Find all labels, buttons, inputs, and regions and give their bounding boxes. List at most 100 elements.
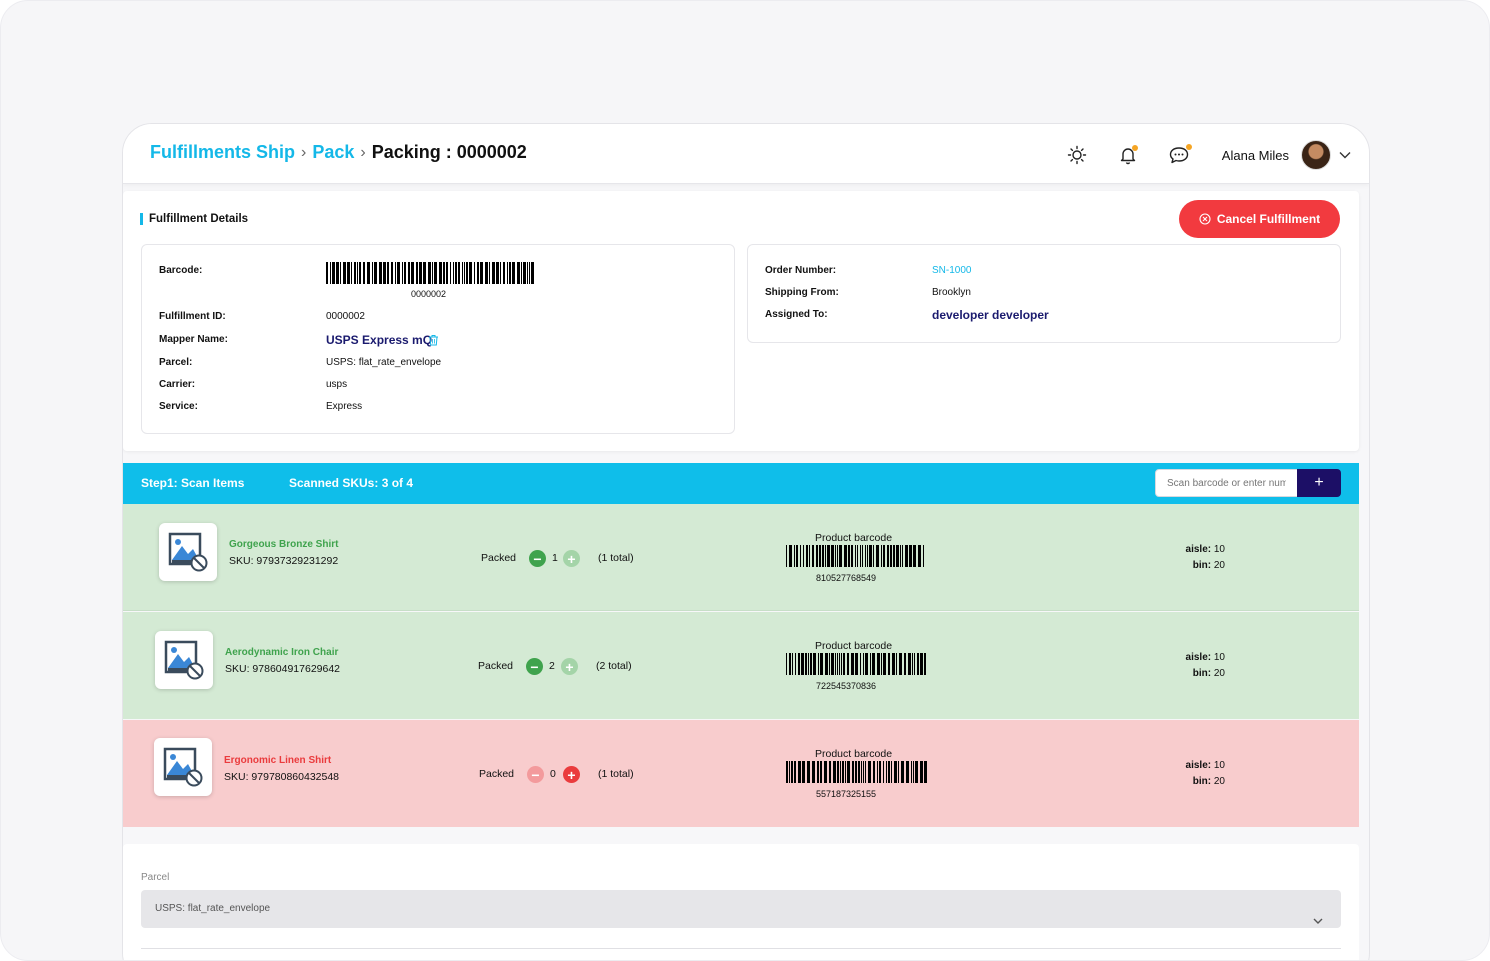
parcel-select[interactable]: USPS: flat_rate_envelope bbox=[141, 890, 1341, 928]
message-dot bbox=[1185, 144, 1192, 150]
aisle-label: aisle: bbox=[1185, 544, 1212, 555]
increase-qty-button[interactable]: + bbox=[561, 658, 578, 675]
packed-label: Packed bbox=[481, 552, 517, 564]
top-header: Fulfillments Ship › Pack › Packing : 000… bbox=[123, 124, 1369, 184]
scan-items-bar: Step1: Scan Items Scanned SKUs: 3 of 4 + bbox=[123, 463, 1359, 504]
product-sku: SKU: 97937329231292 bbox=[229, 555, 339, 567]
assigned-to-value[interactable]: developer developer bbox=[932, 308, 1049, 322]
parcel-select-label: Parcel bbox=[141, 872, 170, 883]
scan-barcode-input[interactable] bbox=[1155, 469, 1298, 497]
parcel-selected-value: USPS: flat_rate_envelope bbox=[155, 903, 271, 914]
product-barcode-number: 557187325155 bbox=[816, 789, 877, 799]
aisle-value: 10 bbox=[1213, 544, 1225, 555]
order-info-box: Order Number: SN-1000 Shipping From: Bro… bbox=[747, 244, 1341, 343]
bell-icon[interactable] bbox=[1111, 138, 1145, 172]
product-barcode bbox=[786, 653, 926, 675]
chevron-down-icon[interactable] bbox=[1339, 146, 1351, 164]
product-barcode bbox=[786, 545, 924, 567]
carrier-value: usps bbox=[326, 379, 348, 390]
product-barcode-label: Product barcode bbox=[815, 532, 893, 544]
chevron-down-icon bbox=[1313, 904, 1323, 942]
aisle-label: aisle: bbox=[1185, 652, 1212, 663]
avatar[interactable] bbox=[1301, 140, 1331, 170]
assigned-to-label: Assigned To: bbox=[765, 309, 828, 320]
product-name[interactable]: Gorgeous Bronze Shirt bbox=[229, 539, 339, 550]
packed-label: Packed bbox=[479, 768, 515, 780]
decrease-qty-button[interactable]: − bbox=[526, 658, 543, 675]
mapper-name-label: Mapper Name: bbox=[159, 334, 228, 345]
product-barcode-number: 722545370836 bbox=[816, 681, 877, 691]
fulfillment-id-label: Fulfillment ID: bbox=[159, 311, 226, 322]
packed-qty: 1 bbox=[552, 552, 558, 564]
step-title: Step1: Scan Items bbox=[141, 476, 245, 490]
item-row: Gorgeous Bronze Shirt SKU: 9793732923129… bbox=[123, 504, 1359, 611]
increase-qty-button[interactable]: + bbox=[563, 550, 580, 567]
scanned-sku-count: Scanned SKUs: 3 of 4 bbox=[289, 476, 414, 490]
increase-qty-button[interactable]: + bbox=[563, 766, 580, 783]
parcel-card: Parcel USPS: flat_rate_envelope bbox=[123, 844, 1359, 960]
bin-label: bin: bbox=[1192, 560, 1212, 571]
barcode-number: 0000002 bbox=[411, 289, 447, 299]
parcel-label: Parcel: bbox=[159, 357, 193, 368]
location-info: aisle: 10 bin: 20 bbox=[1163, 650, 1225, 682]
section-title: Fulfillment Details bbox=[140, 213, 248, 225]
aisle-value: 10 bbox=[1213, 652, 1225, 663]
breadcrumb-separator: › bbox=[360, 143, 366, 161]
add-scan-button[interactable]: + bbox=[1297, 469, 1341, 497]
order-number-label: Order Number: bbox=[765, 265, 837, 276]
page-title: Packing : 0000002 bbox=[371, 142, 527, 162]
browser-frame: Fulfillments Ship › Pack › Packing : 000… bbox=[122, 123, 1370, 960]
total-qty: (1 total) bbox=[598, 768, 634, 780]
item-row: Ergonomic Linen Shirt SKU: 9797808604325… bbox=[123, 720, 1359, 827]
carrier-label: Carrier: bbox=[159, 379, 196, 390]
location-info: aisle: 10 bin: 20 bbox=[1163, 758, 1225, 790]
fulfillment-barcode bbox=[326, 262, 534, 284]
shipping-from-label: Shipping From: bbox=[765, 287, 839, 298]
product-sku: SKU: 979780860432548 bbox=[224, 771, 340, 783]
packed-qty: 0 bbox=[550, 768, 556, 780]
image-unavailable-icon bbox=[155, 631, 213, 689]
row-divider bbox=[123, 610, 1359, 611]
trash-icon[interactable] bbox=[428, 333, 439, 351]
decrease-qty-button[interactable]: − bbox=[529, 550, 546, 567]
fulfillment-id-value: 0000002 bbox=[326, 311, 365, 322]
image-unavailable-icon bbox=[159, 523, 217, 581]
bin-value: 20 bbox=[1213, 668, 1225, 679]
packed-label: Packed bbox=[478, 660, 514, 672]
barcode-label: Barcode: bbox=[159, 265, 203, 276]
shipping-from-value: Brooklyn bbox=[932, 287, 971, 298]
total-qty: (2 total) bbox=[596, 660, 632, 672]
notification-dot bbox=[1131, 145, 1138, 151]
bin-value: 20 bbox=[1213, 560, 1225, 571]
breadcrumb-fulfillments-ship[interactable]: Fulfillments Ship bbox=[150, 142, 296, 162]
product-barcode-number: 810527768549 bbox=[816, 573, 877, 583]
product-barcode bbox=[786, 761, 927, 783]
breadcrumb-separator: › bbox=[301, 143, 307, 161]
aisle-label: aisle: bbox=[1185, 760, 1212, 771]
order-number-link[interactable]: SN-1000 bbox=[932, 265, 972, 276]
bin-label: bin: bbox=[1192, 668, 1212, 679]
product-sku: SKU: 978604917629642 bbox=[225, 663, 341, 675]
cancel-circle-icon bbox=[1199, 213, 1211, 225]
bin-value: 20 bbox=[1213, 776, 1225, 787]
breadcrumb-pack[interactable]: Pack bbox=[312, 142, 355, 162]
product-name[interactable]: Aerodynamic Iron Chair bbox=[225, 647, 339, 658]
item-row: Aerodynamic Iron Chair SKU: 978604917629… bbox=[123, 612, 1359, 719]
user-name[interactable]: Alana Miles bbox=[1221, 147, 1289, 163]
product-barcode-label: Product barcode bbox=[815, 748, 893, 760]
cancel-fulfillment-button[interactable]: Cancel Fulfillment bbox=[1179, 200, 1340, 238]
total-qty: (1 total) bbox=[598, 552, 634, 564]
header-actions: Alana Miles bbox=[1043, 138, 1351, 172]
packed-qty: 2 bbox=[549, 660, 555, 672]
location-info: aisle: 10 bin: 20 bbox=[1163, 542, 1225, 574]
fulfillment-details-card: Fulfillment Details Cancel Fulfillment B… bbox=[123, 191, 1359, 451]
decrease-qty-button[interactable]: − bbox=[527, 766, 544, 783]
service-value: Express bbox=[326, 401, 363, 412]
product-name[interactable]: Ergonomic Linen Shirt bbox=[224, 755, 332, 766]
product-barcode-label: Product barcode bbox=[815, 640, 893, 652]
mapper-name-value[interactable]: USPS Express mQ bbox=[326, 333, 433, 347]
sun-icon[interactable] bbox=[1060, 138, 1094, 172]
bin-label: bin: bbox=[1192, 776, 1212, 787]
chat-icon[interactable] bbox=[1162, 138, 1196, 172]
